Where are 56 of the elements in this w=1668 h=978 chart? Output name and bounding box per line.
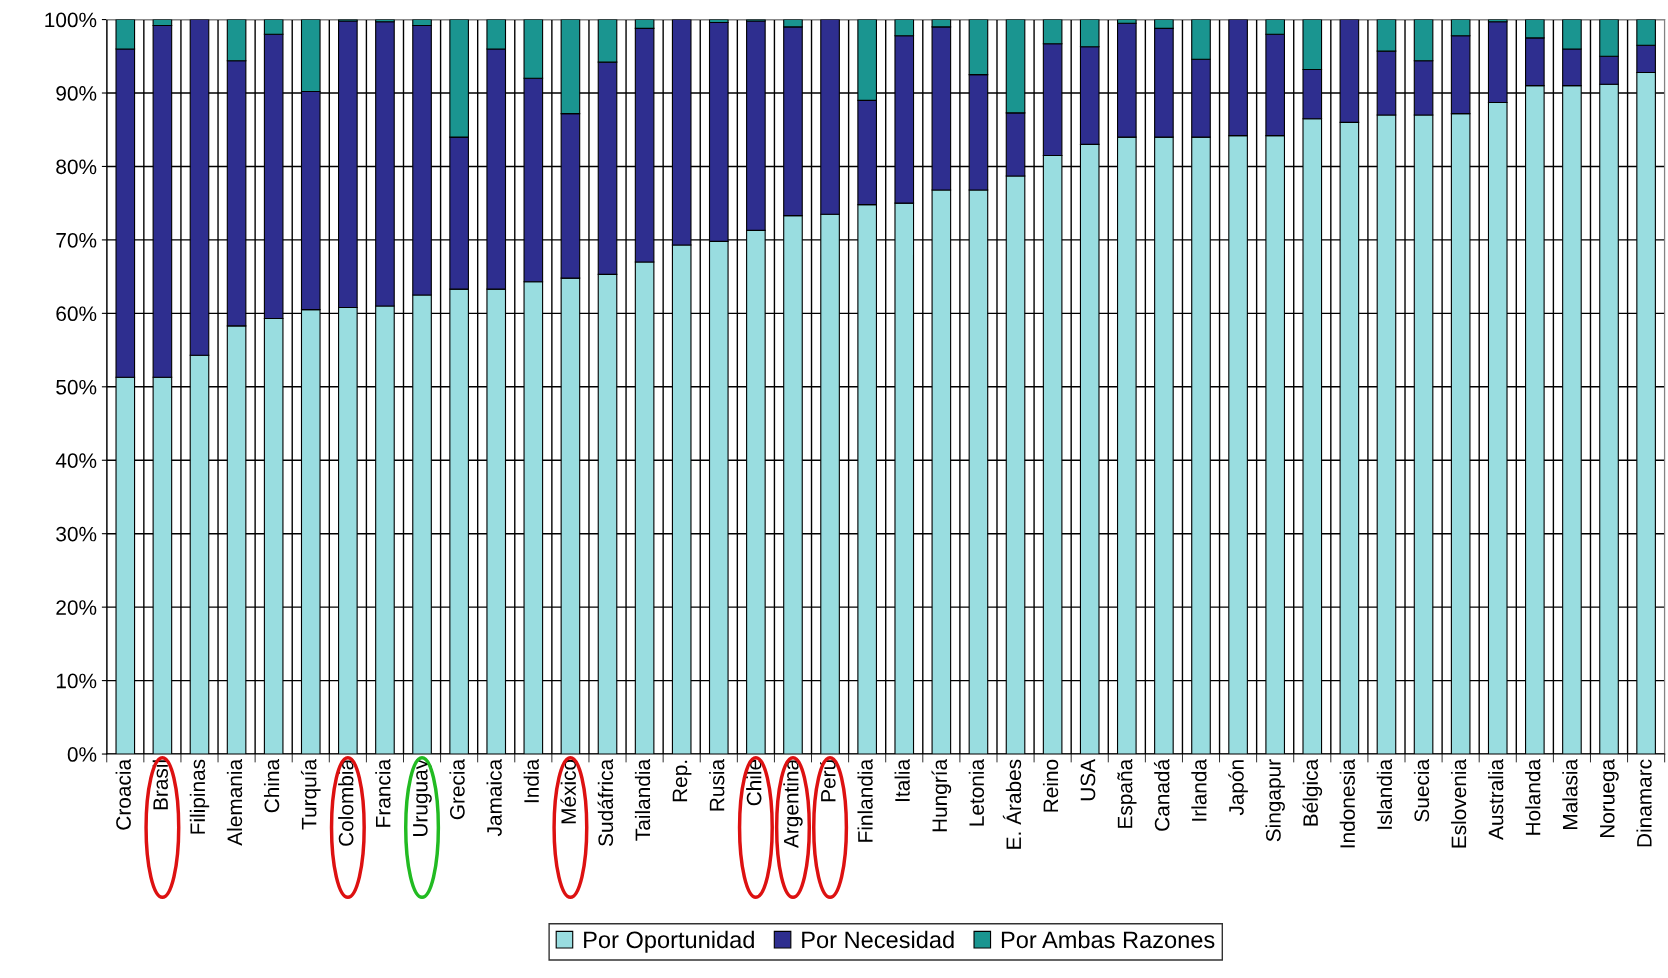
x-tick-label: Italia bbox=[894, 758, 910, 801]
x-tick-label: Finlandia bbox=[857, 758, 873, 842]
y-tick-label: 0% bbox=[67, 747, 97, 762]
x-tick-label: Hungría bbox=[931, 758, 952, 832]
legend-label: Por Ambas Razones bbox=[1001, 930, 1215, 949]
x-tick-label: España bbox=[1117, 758, 1137, 828]
x-tick-label: Eslovenia bbox=[1450, 758, 1467, 848]
x-tick-label: India bbox=[523, 758, 539, 803]
x-tick-label: Turquía bbox=[300, 758, 321, 830]
y-tick-label: 70% bbox=[56, 232, 97, 248]
x-tick-label: Islandia bbox=[1376, 758, 1393, 829]
legend-label: Por Oportunidad bbox=[584, 930, 754, 953]
x-tick-label: Jamaica bbox=[486, 758, 502, 837]
x-tick-label: Noruega bbox=[1600, 758, 1619, 838]
x-tick-label: USA bbox=[1080, 758, 1096, 801]
x-tick-label: China bbox=[263, 758, 280, 813]
x-tick-label: Rusia bbox=[709, 758, 725, 811]
x-tick-label: Argentina bbox=[783, 758, 803, 849]
x-tick-label: Bélgica bbox=[1302, 758, 1323, 826]
x-tick-label: Singapur bbox=[1265, 759, 1285, 842]
x-tick-label: Sudáfrica bbox=[597, 758, 614, 846]
y-tick-label: 30% bbox=[56, 526, 97, 542]
x-tick-label: Suecia bbox=[1413, 758, 1430, 822]
x-tick-label: Croacia bbox=[115, 758, 131, 830]
x-tick-label: Tailandia bbox=[634, 758, 651, 841]
x-tick-label: Francia bbox=[375, 758, 391, 827]
x-tick-label: Uruguay bbox=[413, 758, 432, 837]
y-tick-label: 20% bbox=[56, 600, 97, 615]
legend-label: Por Necesidad bbox=[802, 930, 954, 949]
x-tick-label: Reino bbox=[1042, 759, 1059, 812]
x-tick-label: México bbox=[560, 759, 577, 824]
x-tick-label: Filipinas bbox=[189, 759, 210, 834]
y-tick-label: 80% bbox=[56, 159, 97, 175]
y-tick-label: 40% bbox=[55, 453, 97, 468]
y-tick-label: 50% bbox=[56, 379, 97, 395]
y-tick-label: 10% bbox=[56, 673, 97, 689]
x-tick-label: Brasil bbox=[152, 760, 168, 810]
x-tick-label: Japón bbox=[1228, 760, 1248, 816]
x-tick-label: Canadá bbox=[1153, 758, 1170, 831]
x-tick-label: E. Árabes bbox=[1002, 759, 1022, 849]
x-tick-label: Grecia bbox=[449, 758, 465, 820]
x-tick-label: Perú bbox=[820, 760, 836, 802]
x-tick-label: Rep. bbox=[672, 760, 692, 802]
y-tick-label: 60% bbox=[56, 306, 97, 322]
x-tick-label: Alemania bbox=[226, 758, 243, 846]
x-tick-label: Dinamarc bbox=[1636, 759, 1652, 847]
x-tick-label: Malasia bbox=[1562, 758, 1578, 829]
x-tick-label: Chile bbox=[746, 759, 762, 806]
x-tick-label: Indonesia bbox=[1339, 758, 1355, 848]
x-tick-label: Colombia bbox=[338, 758, 354, 846]
x-tick-label: Irlanda bbox=[1191, 758, 1207, 821]
y-tick-label: 100% bbox=[45, 12, 97, 28]
x-tick-label: Letonia bbox=[968, 758, 985, 826]
x-tick-label: Australia bbox=[1488, 758, 1504, 840]
y-tick-label: 90% bbox=[56, 86, 97, 101]
x-tick-label: Holanda bbox=[1525, 758, 1541, 835]
